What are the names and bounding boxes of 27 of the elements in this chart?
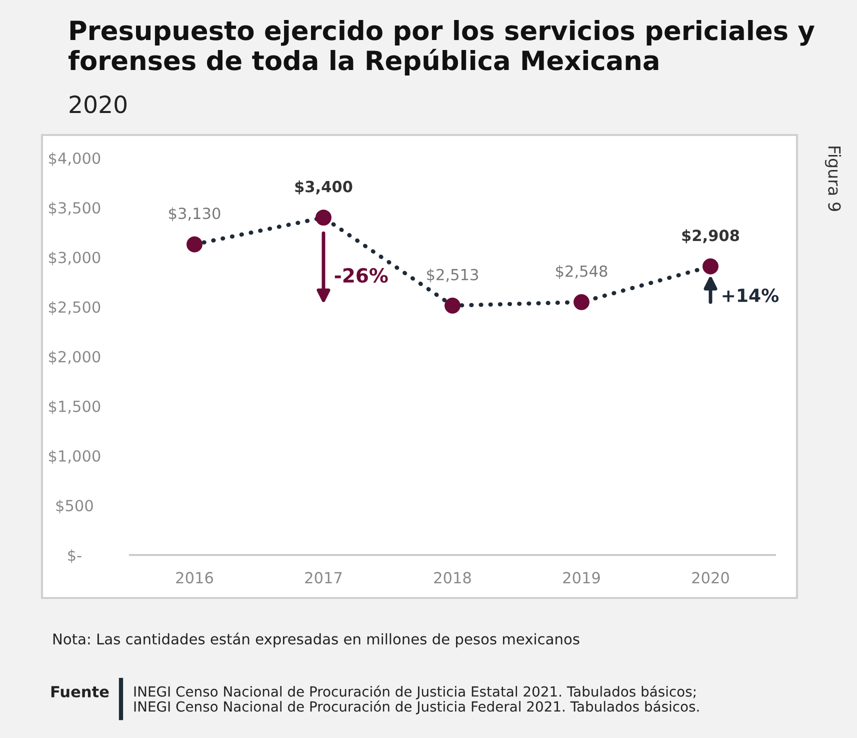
data-label: $2,548 (556, 265, 608, 279)
y-tick-label: $1,500 (48, 400, 100, 414)
y-tick-label: $3,500 (48, 202, 100, 216)
annotation: -26% (334, 268, 388, 283)
data-label: $2,513 (427, 268, 478, 282)
annotation: +14% (722, 288, 779, 302)
text: Nota: Las cantidades están expresadas en millones de pesos mexicanos (53, 632, 580, 648)
text: Fuente (51, 686, 109, 698)
y-tick-label: $- (68, 549, 82, 564)
text: Figura 9 (824, 146, 842, 211)
y-tick-label: $4,000 (48, 152, 100, 166)
y-tick-label: $2,500 (48, 301, 100, 315)
x-tick-label: 2017 (305, 572, 342, 584)
y-tick-label: $3,000 (48, 251, 100, 266)
chart-subtitle: 2020 (70, 95, 127, 114)
data-label: $3,400 (295, 180, 352, 194)
text: INEGI Censo Nacional de Procuración de Justicia Estatal 2021. Tabulados básicos; INEGI Censo Nacional de Procuración de Justicia Federal 2021. Tabulados básicos. (134, 685, 699, 714)
y-tick-label: $2,000 (48, 350, 100, 365)
chart-title: Presupuesto ejercido por los servicios periciales y forenses de toda la República Mexicana (68, 20, 814, 76)
x-tick-label: 2016 (176, 572, 213, 584)
x-tick-label: 2019 (563, 572, 600, 584)
data-label: $3,130 (169, 207, 220, 222)
y-tick-label: $500 (56, 500, 93, 514)
x-tick-label: 2020 (692, 572, 729, 584)
y-tick-label: $1,000 (48, 450, 100, 464)
x-tick-label: 2018 (434, 572, 471, 584)
data-label: $2,908 (682, 229, 740, 244)
